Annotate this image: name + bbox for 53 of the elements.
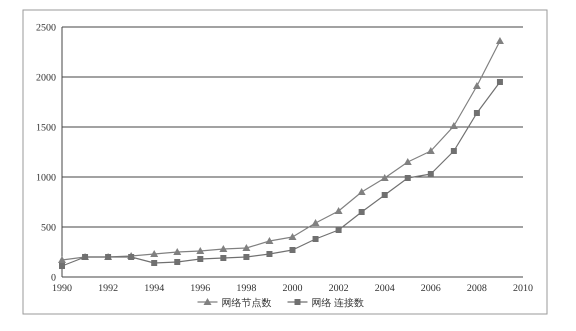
point [174, 259, 180, 265]
point [219, 245, 228, 252]
xtick: 2006 [420, 283, 441, 294]
ytick: 500 [41, 222, 56, 234]
ytick: 0 [51, 272, 56, 284]
xtick: 1994 [144, 283, 164, 294]
xtick: 1996 [190, 283, 210, 294]
point [151, 260, 158, 266]
legend-label: 网络节点数 [222, 298, 272, 309]
point [196, 247, 204, 254]
point [312, 219, 320, 226]
point [382, 192, 388, 198]
ytick: 1500 [36, 122, 56, 134]
point [243, 254, 250, 260]
point [265, 237, 274, 244]
point [496, 37, 504, 44]
point [266, 251, 272, 257]
point [404, 158, 412, 165]
point [358, 209, 365, 215]
xtick: 2000 [282, 283, 302, 294]
point [426, 147, 435, 154]
point [288, 233, 296, 240]
point [220, 255, 226, 261]
point [496, 79, 503, 85]
ytick: 2000 [36, 72, 56, 84]
point [358, 188, 366, 195]
point [58, 256, 66, 263]
xtick: 2004 [374, 283, 395, 294]
point [450, 148, 457, 154]
point [334, 207, 343, 214]
point [404, 175, 411, 181]
xtick: 1990 [52, 283, 72, 294]
point [428, 171, 434, 177]
point [450, 122, 458, 129]
xtick: 2008 [466, 283, 487, 294]
xtick: 2002 [328, 283, 349, 294]
point [150, 250, 158, 257]
point [242, 244, 250, 251]
point [472, 82, 481, 89]
point [59, 263, 65, 269]
point [380, 174, 389, 181]
point [336, 227, 342, 233]
point [474, 110, 480, 116]
xtick: 2010 [513, 283, 533, 294]
xtick: 1998 [236, 283, 256, 294]
xtick: 1992 [98, 283, 118, 294]
ytick: 1000 [36, 172, 56, 184]
ytick: 2500 [36, 22, 56, 34]
point [290, 247, 296, 253]
legend-label: 网络 连接数 [312, 298, 364, 309]
point [197, 256, 204, 262]
point [312, 236, 319, 242]
point [173, 248, 182, 255]
